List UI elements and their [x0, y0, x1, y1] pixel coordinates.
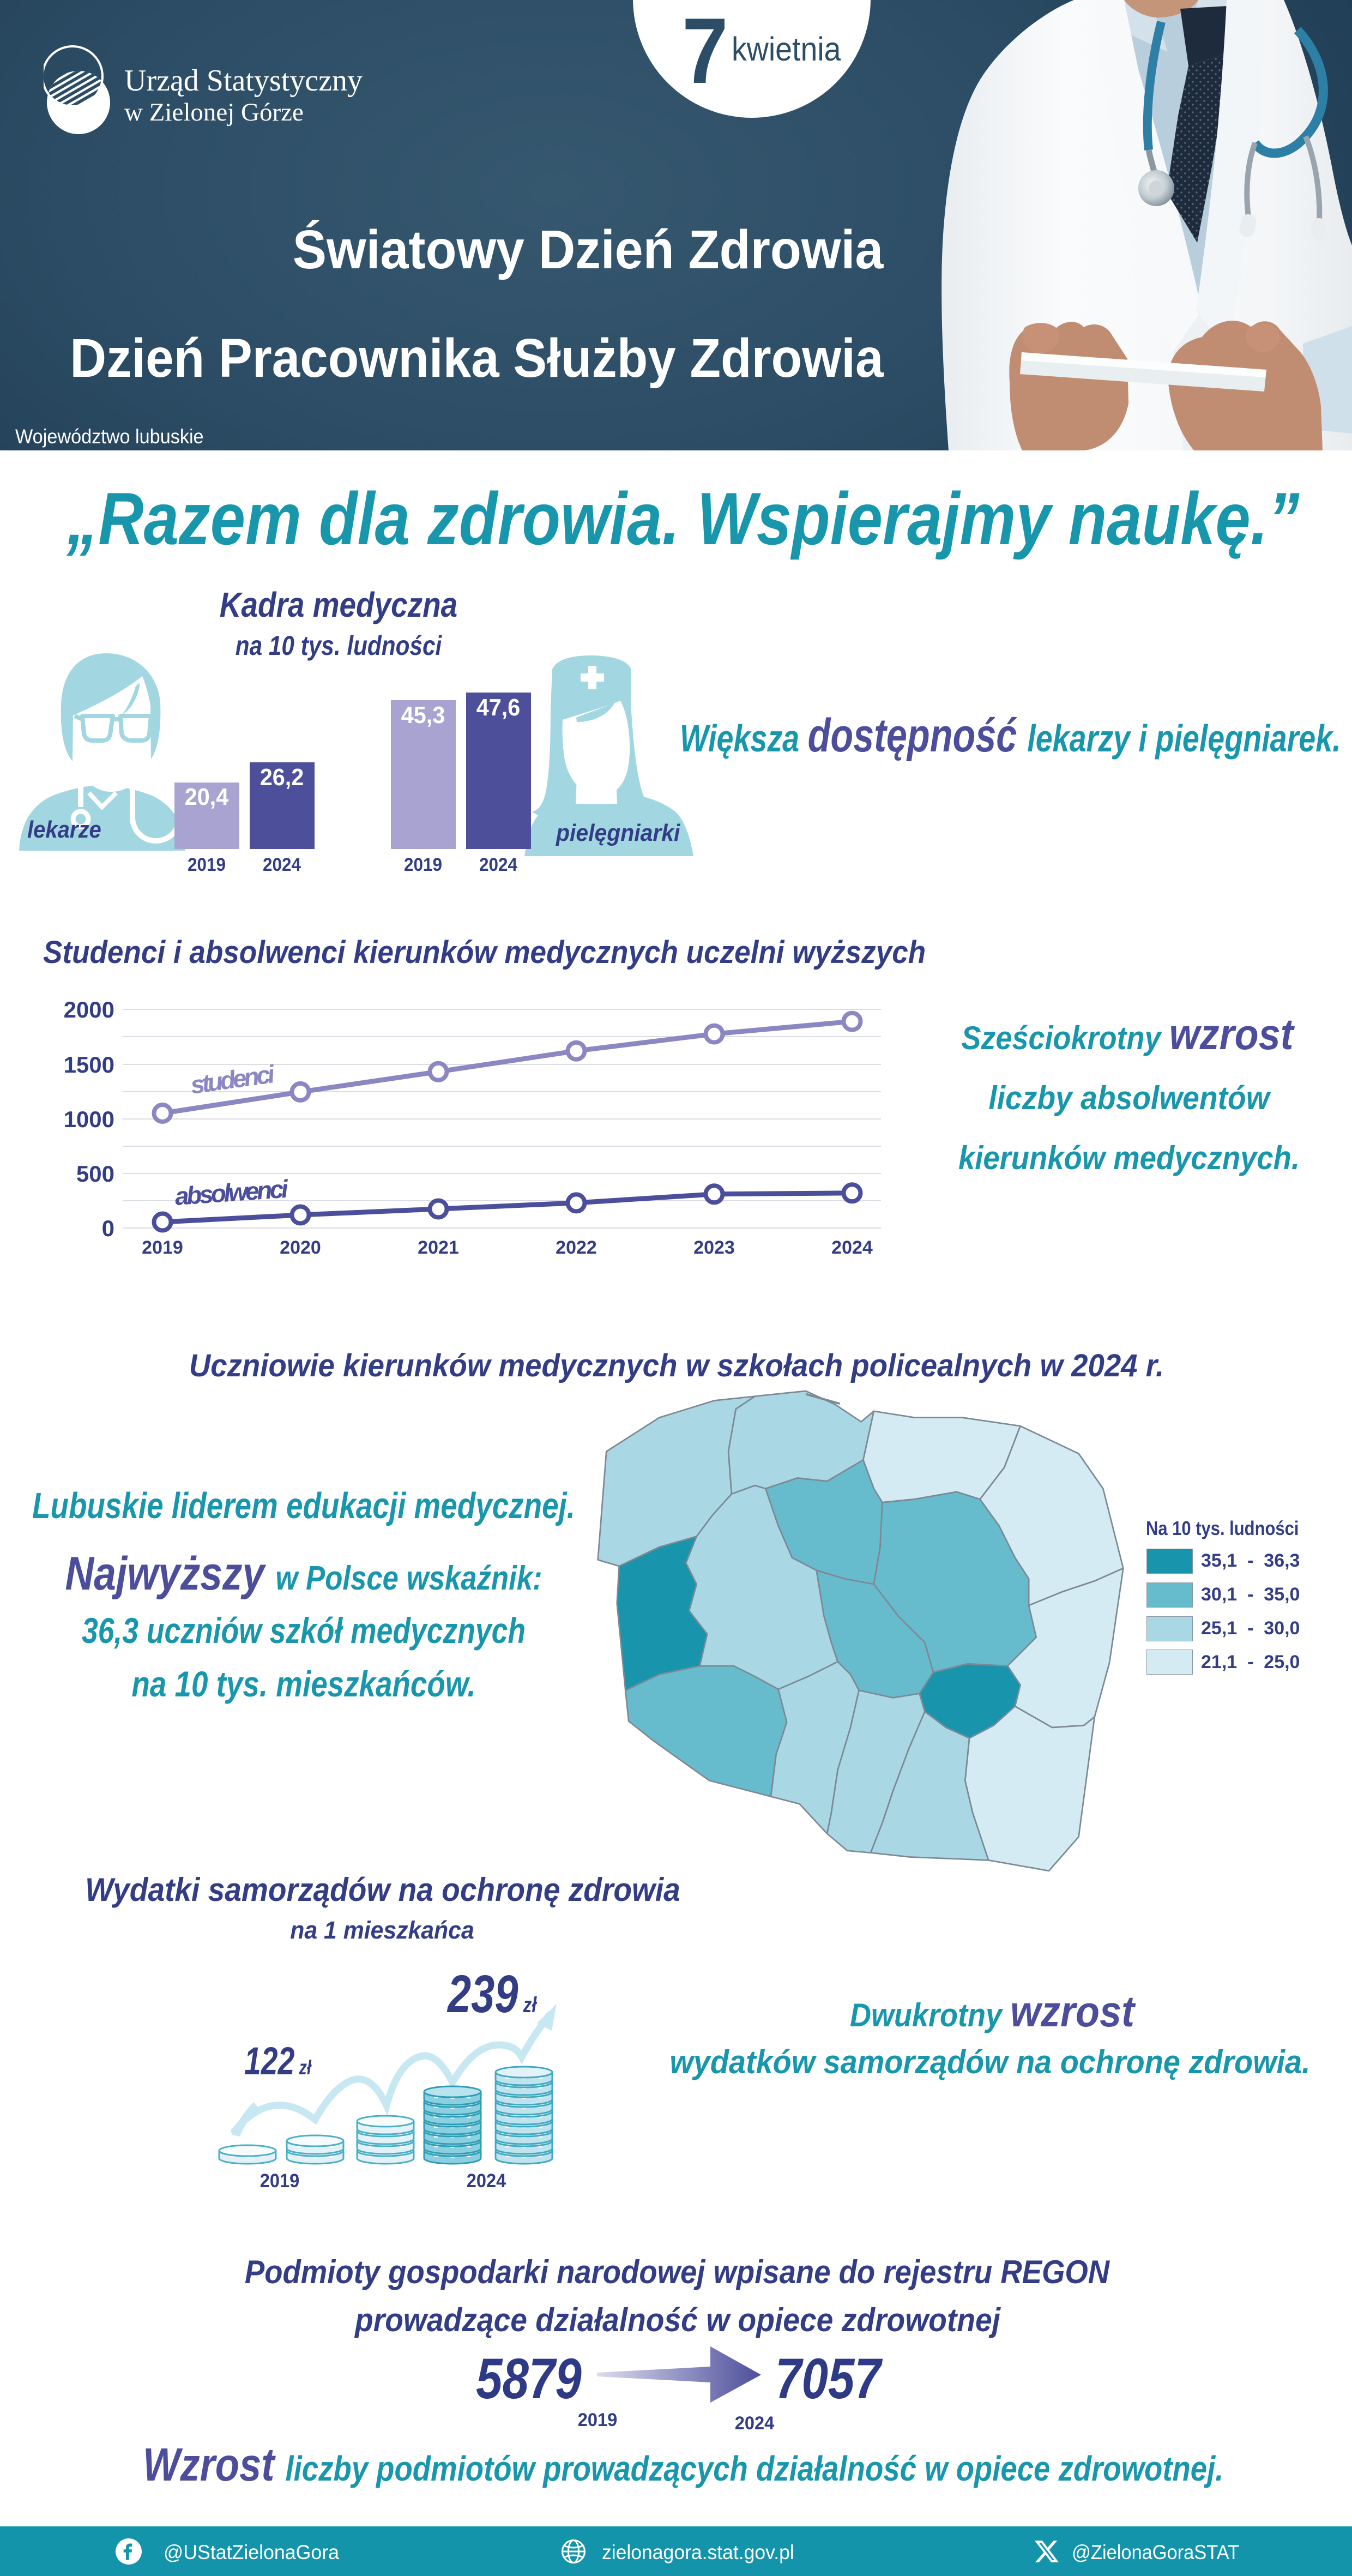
- svg-text:2023: 2023: [693, 1237, 735, 1258]
- svg-text:2019: 2019: [142, 1237, 183, 1258]
- svg-text:2024: 2024: [831, 1237, 873, 1258]
- svg-text:2020: 2020: [280, 1237, 321, 1258]
- svg-text:Urząd Statystyczny: Urząd Statystyczny: [124, 64, 363, 98]
- svg-text:w Zielonej Górze: w Zielonej Górze: [124, 98, 304, 127]
- svg-text:studenci: studenci: [189, 1060, 277, 1099]
- svg-text:0: 0: [102, 1215, 114, 1241]
- svg-text:500: 500: [76, 1161, 114, 1187]
- svg-text:2021: 2021: [418, 1237, 459, 1258]
- svg-text:2000: 2000: [64, 997, 114, 1022]
- svg-text:2022: 2022: [556, 1237, 597, 1258]
- svg-text:1000: 1000: [64, 1106, 114, 1132]
- svg-text:absolwenci: absolwenci: [174, 1175, 289, 1211]
- svg-text:1500: 1500: [64, 1052, 114, 1078]
